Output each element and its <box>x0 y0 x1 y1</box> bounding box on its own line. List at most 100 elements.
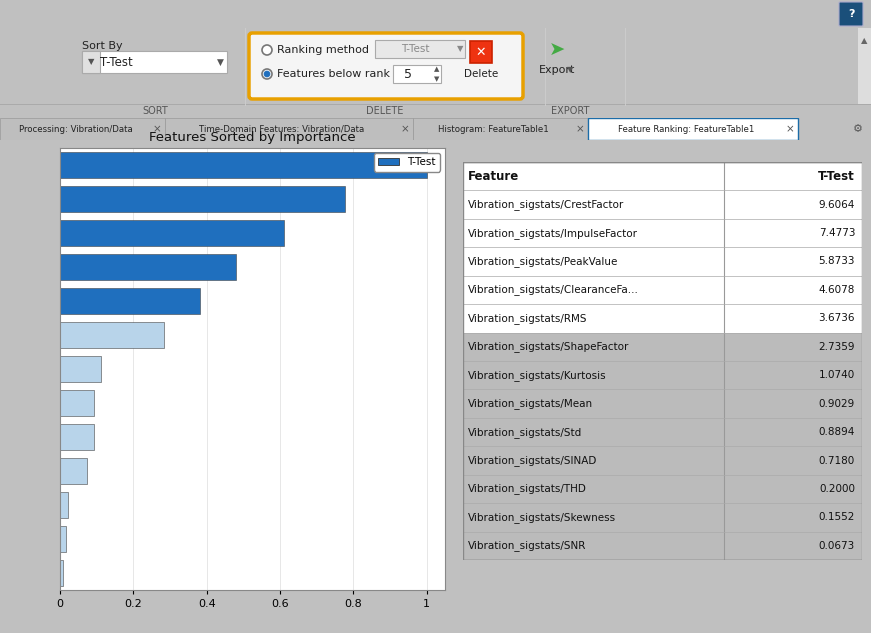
Text: ▼: ▼ <box>88 58 94 66</box>
Text: 1.0740: 1.0740 <box>819 370 855 380</box>
Bar <box>588 118 798 140</box>
Legend: T-Test: T-Test <box>374 153 440 172</box>
Text: Processing: Vibration/Data: Processing: Vibration/Data <box>18 125 132 134</box>
Bar <box>463 446 862 475</box>
Text: 5.8733: 5.8733 <box>819 256 855 266</box>
Text: ▲: ▲ <box>861 36 868 45</box>
Text: ×: × <box>786 124 794 134</box>
Text: Vibration_sigstats/CrestFactor: Vibration_sigstats/CrestFactor <box>468 199 624 210</box>
Bar <box>60 423 94 450</box>
Bar <box>463 503 862 532</box>
Text: ⚙: ⚙ <box>853 124 863 134</box>
Text: Vibration_sigstats/ShapeFactor: Vibration_sigstats/ShapeFactor <box>468 341 629 352</box>
Text: Vibration_sigstats/SINAD: Vibration_sigstats/SINAD <box>468 455 598 466</box>
Bar <box>413 118 588 140</box>
Text: 0.9029: 0.9029 <box>819 399 855 409</box>
Bar <box>463 418 862 446</box>
Bar <box>470 41 492 63</box>
Text: 2.7359: 2.7359 <box>819 342 855 352</box>
Bar <box>82 51 100 73</box>
Title: Features Sorted by Importance: Features Sorted by Importance <box>149 131 356 144</box>
Text: DELETE: DELETE <box>367 106 403 116</box>
Circle shape <box>262 69 272 79</box>
Text: 0.1552: 0.1552 <box>819 512 855 522</box>
Text: ▲: ▲ <box>435 66 440 72</box>
Text: EXPORT: EXPORT <box>550 106 589 116</box>
Bar <box>463 304 862 332</box>
Bar <box>463 475 862 503</box>
Text: 3.6736: 3.6736 <box>819 313 855 323</box>
Bar <box>463 532 862 560</box>
Bar <box>60 322 165 348</box>
Text: Vibration_sigstats/ImpulseFactor: Vibration_sigstats/ImpulseFactor <box>468 228 638 239</box>
Bar <box>463 191 862 219</box>
Bar <box>60 185 346 212</box>
Bar <box>60 560 63 586</box>
Bar <box>463 248 862 276</box>
Bar <box>463 162 862 191</box>
Text: Sort By: Sort By <box>82 41 123 51</box>
Text: ?: ? <box>847 9 854 19</box>
Bar <box>393 65 441 83</box>
Bar <box>463 361 862 389</box>
Bar <box>60 254 236 280</box>
Text: ➤: ➤ <box>549 41 565 60</box>
Text: T-Test: T-Test <box>819 170 855 183</box>
Text: ▼: ▼ <box>435 76 440 82</box>
Circle shape <box>264 71 270 77</box>
Bar <box>0 118 165 140</box>
Text: Vibration_sigstats/SNR: Vibration_sigstats/SNR <box>468 541 586 551</box>
Text: Export: Export <box>539 65 575 75</box>
Text: 9.6064: 9.6064 <box>819 199 855 210</box>
Bar <box>60 288 200 314</box>
Text: ×: × <box>576 124 584 134</box>
Bar <box>60 390 94 417</box>
FancyBboxPatch shape <box>839 2 863 26</box>
Bar <box>60 152 427 179</box>
Text: 7.4773: 7.4773 <box>819 228 855 238</box>
Bar <box>375 40 465 58</box>
Text: Vibration_sigstats/Mean: Vibration_sigstats/Mean <box>468 398 593 409</box>
Bar <box>165 118 413 140</box>
Text: ▼: ▼ <box>217 58 224 66</box>
Text: Vibration_sigstats/Std: Vibration_sigstats/Std <box>468 427 582 437</box>
Text: Vibration_sigstats/PeakValue: Vibration_sigstats/PeakValue <box>468 256 618 267</box>
Text: Vibration_sigstats/THD: Vibration_sigstats/THD <box>468 484 587 494</box>
Text: ×: × <box>401 124 409 134</box>
Text: 0.0673: 0.0673 <box>819 541 855 551</box>
Text: T-Test: T-Test <box>401 44 429 54</box>
Text: Vibration_sigstats/Kurtosis: Vibration_sigstats/Kurtosis <box>468 370 606 380</box>
Text: Vibration_sigstats/Skewness: Vibration_sigstats/Skewness <box>468 512 616 523</box>
Bar <box>60 526 66 552</box>
Bar <box>82 51 227 73</box>
Bar <box>463 219 862 248</box>
Bar <box>858 28 871 104</box>
Text: Delete: Delete <box>464 69 498 79</box>
Text: ▼: ▼ <box>456 44 463 54</box>
Bar <box>463 332 862 361</box>
Bar <box>60 220 284 246</box>
Text: Feature: Feature <box>468 170 519 183</box>
FancyBboxPatch shape <box>249 33 523 99</box>
Text: SORT: SORT <box>142 106 168 116</box>
Text: ✕: ✕ <box>476 46 486 58</box>
Text: Time-Domain Features: Vibration/Data: Time-Domain Features: Vibration/Data <box>199 125 365 134</box>
Text: Features below rank: Features below rank <box>277 69 390 79</box>
Bar <box>60 492 68 518</box>
Bar <box>463 389 862 418</box>
Text: 5: 5 <box>404 68 412 80</box>
Text: T-Test: T-Test <box>100 56 132 68</box>
Text: Histogram: FeatureTable1: Histogram: FeatureTable1 <box>438 125 549 134</box>
Text: Feature Ranking: FeatureTable1: Feature Ranking: FeatureTable1 <box>618 125 754 134</box>
Text: Vibration_sigstats/RMS: Vibration_sigstats/RMS <box>468 313 587 324</box>
Text: 4.6078: 4.6078 <box>819 285 855 295</box>
Text: ×: × <box>152 124 161 134</box>
Text: ▼: ▼ <box>567 65 573 75</box>
Bar <box>60 458 87 484</box>
Circle shape <box>262 45 272 55</box>
Text: 0.7180: 0.7180 <box>819 456 855 465</box>
Text: Ranking method: Ranking method <box>277 45 369 55</box>
Text: Vibration_sigstats/ClearanceFa...: Vibration_sigstats/ClearanceFa... <box>468 284 638 296</box>
Text: 0.2000: 0.2000 <box>819 484 855 494</box>
Bar <box>463 276 862 304</box>
